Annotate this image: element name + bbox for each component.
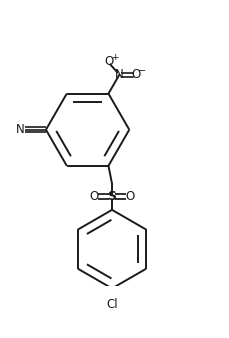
Text: O: O — [104, 55, 113, 68]
Text: N: N — [16, 123, 25, 136]
Text: N: N — [114, 68, 123, 81]
Text: Cl: Cl — [106, 298, 117, 311]
Text: O: O — [89, 190, 99, 202]
Text: O: O — [131, 68, 140, 81]
Text: −: − — [137, 66, 145, 76]
Text: S: S — [107, 190, 116, 203]
Text: +: + — [110, 53, 118, 62]
Text: O: O — [125, 190, 134, 202]
